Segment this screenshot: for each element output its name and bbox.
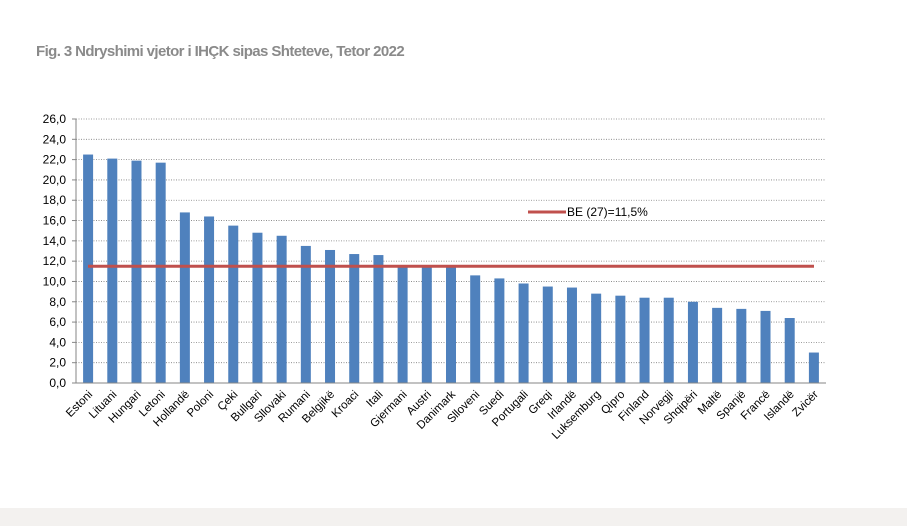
bar	[107, 158, 118, 383]
y-tick-label: 18,0	[43, 193, 67, 207]
y-tick-label: 8,0	[49, 295, 66, 309]
bar	[615, 295, 626, 383]
bar	[228, 225, 239, 383]
bar	[300, 245, 311, 383]
bar	[808, 352, 819, 383]
bar	[421, 266, 432, 383]
bar	[663, 297, 674, 383]
bar	[83, 154, 94, 383]
y-tick-label: 12,0	[43, 254, 67, 268]
bar	[494, 278, 505, 383]
bar	[397, 265, 408, 383]
bar	[155, 162, 166, 383]
bar	[252, 232, 263, 383]
footer-band	[0, 508, 907, 526]
bar	[204, 216, 215, 383]
y-tick-label: 2,0	[49, 356, 66, 370]
y-tick-label: 14,0	[43, 234, 67, 248]
bar	[736, 308, 747, 383]
x-tick-label: Zvicër	[790, 389, 821, 420]
y-tick-label: 22,0	[43, 153, 67, 167]
y-tick-label: 4,0	[49, 335, 66, 349]
bar-chart: 0,0 2,0 4,0 6,0 8,0 10,0 12,0 14,0 16,0 18,0 20,0 2…	[43, 112, 826, 442]
bar	[639, 297, 650, 383]
y-tick-label: 0,0	[49, 376, 66, 390]
bar	[712, 307, 723, 383]
bar	[687, 301, 698, 383]
bar	[591, 293, 602, 383]
bar	[542, 286, 553, 383]
bar	[784, 318, 795, 383]
x-tick-label: Poloni	[185, 389, 216, 420]
legend-label: BE (27)=11,5%	[567, 205, 648, 219]
y-tick-label: 26,0	[43, 112, 67, 126]
y-tick-label: 6,0	[49, 315, 66, 329]
y-tick-label: 16,0	[43, 214, 67, 228]
bar	[276, 235, 287, 383]
bar	[131, 160, 142, 383]
bar	[325, 249, 336, 383]
bar	[518, 283, 529, 383]
bar	[373, 255, 384, 383]
bar	[446, 266, 456, 383]
bar	[760, 310, 771, 383]
bar	[349, 254, 360, 383]
chart-title: Fig. 3 Ndryshimi vjetor i IHÇK sipas Sht…	[36, 43, 405, 60]
x-tick-label: Kroaci	[330, 389, 362, 421]
y-tick-label: 10,0	[43, 274, 67, 288]
bar	[470, 275, 481, 383]
bar	[566, 287, 577, 383]
bar	[179, 212, 190, 383]
y-tick-label: 20,0	[43, 173, 67, 187]
y-tick-label: 24,0	[43, 132, 67, 146]
